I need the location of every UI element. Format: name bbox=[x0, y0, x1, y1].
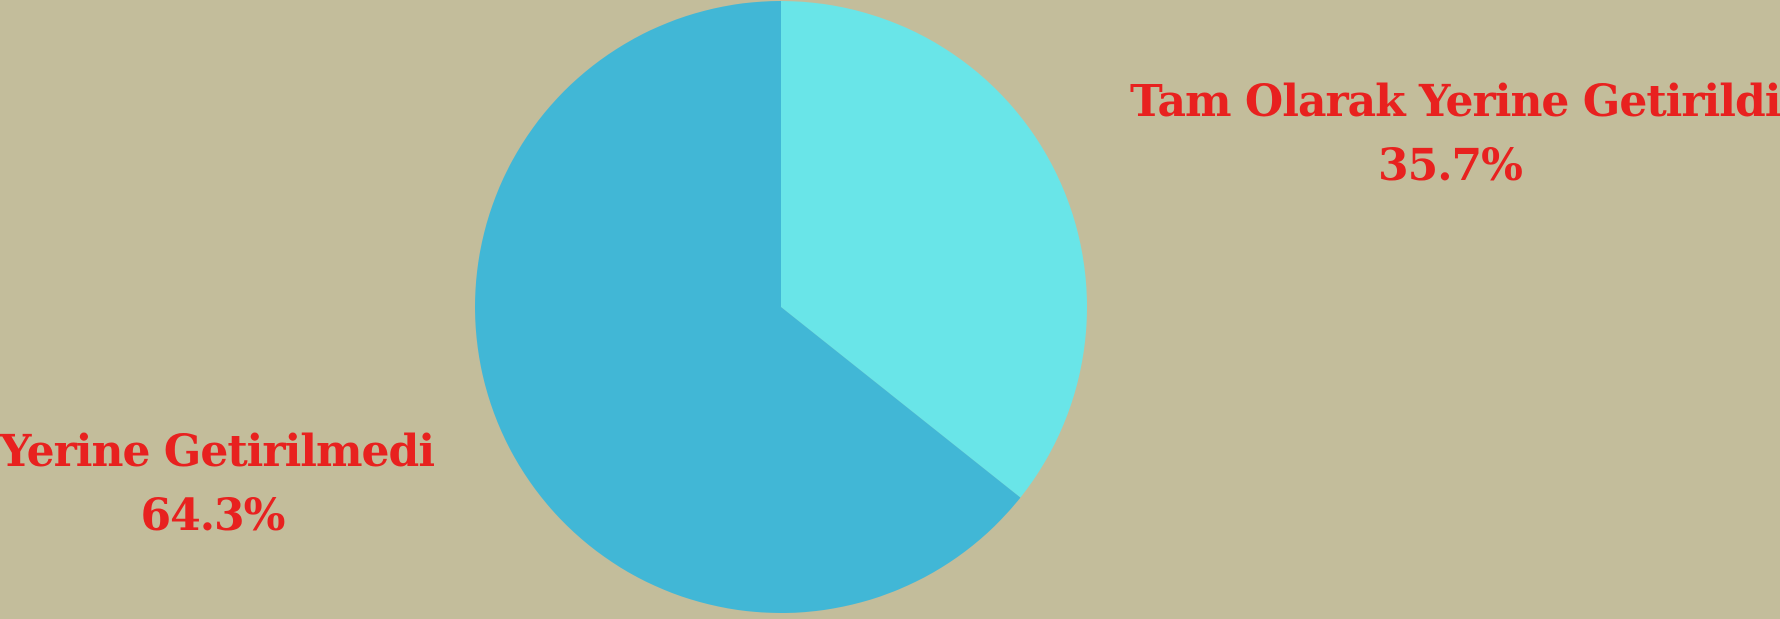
pie-slice-not-fulfilled bbox=[474, 1, 1021, 614]
slice-label-percent: 64.3% bbox=[140, 490, 286, 541]
slice-label-name: Yerine Getirilmedi bbox=[0, 426, 435, 477]
slice-label-fulfilled: Tam Olarak Yerine Getirildi 35.7% bbox=[1130, 70, 1780, 198]
pie-slice-fulfilled bbox=[781, 1, 1087, 498]
slice-label-percent: 35.7% bbox=[1378, 140, 1523, 191]
slice-label-name: Tam Olarak Yerine Getirildi bbox=[1130, 76, 1780, 127]
slice-label-not-fulfilled: Yerine Getirilmedi 64.3% bbox=[0, 420, 435, 548]
